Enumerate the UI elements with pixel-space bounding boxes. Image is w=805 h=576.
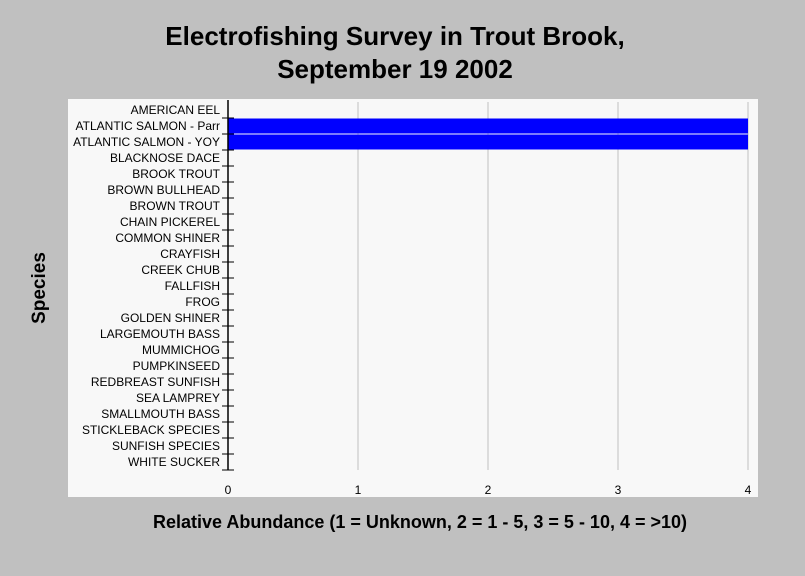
y-tick-label: ATLANTIC SALMON - Parr [76, 119, 220, 133]
x-tick-label: 0 [225, 483, 232, 497]
y-tick-label: GOLDEN SHINER [121, 311, 221, 325]
y-tick-label: CRAYFISH [160, 247, 220, 261]
plot-area [68, 99, 758, 497]
x-tick-label: 4 [745, 483, 752, 497]
y-tick-label: PUMPKINSEED [133, 359, 221, 373]
y-tick-label: WHITE SUCKER [128, 455, 220, 469]
x-axis-label: Relative Abundance (1 = Unknown, 2 = 1 -… [152, 512, 688, 532]
y-tick-label: BROOK TROUT [132, 167, 220, 181]
y-tick-label: SUNFISH SPECIES [112, 439, 220, 453]
bar [228, 134, 748, 150]
y-tick-label: FALLFISH [165, 279, 220, 293]
x-tick-label: 2 [485, 483, 492, 497]
y-tick-label: CHAIN PICKEREL [120, 215, 220, 229]
chart-title: Electrofishing Survey in Trout Brook, Se… [165, 21, 625, 84]
y-tick-label: AMERICAN EEL [131, 103, 221, 117]
x-tick-label: 3 [615, 483, 622, 497]
y-tick-label: FROG [185, 295, 220, 309]
y-tick-label: BROWN TROUT [130, 199, 221, 213]
y-tick-label: ATLANTIC SALMON - YOY [73, 135, 220, 149]
y-tick-label: COMMON SHINER [115, 231, 220, 245]
bar [228, 118, 748, 134]
y-tick-label: SMALLMOUTH BASS [101, 407, 220, 421]
y-tick-label: REDBREAST SUNFISH [91, 375, 220, 389]
y-tick-label: LARGEMOUTH BASS [100, 327, 220, 341]
y-tick-label: BROWN BULLHEAD [107, 183, 220, 197]
y-tick-label: BLACKNOSE DACE [110, 151, 220, 165]
y-tick-label: MUMMICHOG [142, 343, 220, 357]
x-tick-label: 1 [355, 483, 362, 497]
y-tick-label: CREEK CHUB [141, 263, 220, 277]
y-tick-label: STICKLEBACK SPECIES [82, 423, 220, 437]
y-tick-label: SEA LAMPREY [136, 391, 220, 405]
